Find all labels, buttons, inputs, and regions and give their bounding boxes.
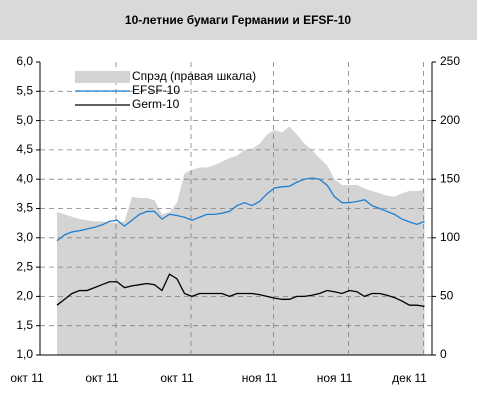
legend-label: EFSF-10 (132, 83, 180, 97)
y-tick-label: 5,0 (16, 113, 33, 127)
x-tick-label: окт 11 (85, 371, 119, 385)
y-tick-label: 2,0 (16, 289, 33, 303)
y-tick-label: 2,5 (16, 259, 33, 273)
legend-label: Спрэд (правая шкала) (132, 69, 256, 83)
y-tick-label: 1,5 (16, 318, 33, 332)
y-tick-label: 4,5 (16, 142, 33, 156)
y2-tick-label: 50 (440, 289, 454, 303)
y2-tick-label: 100 (440, 230, 460, 244)
line-series (56, 177, 425, 242)
chart-title: 10-летние бумаги Германии и EFSF-10 (125, 13, 352, 27)
line-series (56, 273, 425, 308)
x-tick-label: ноя 11 (317, 371, 353, 385)
y2-tick-label: 250 (440, 54, 460, 68)
legend-swatch (75, 71, 130, 83)
y-tick-label: 3,5 (16, 201, 33, 215)
y2-tick-label: 0 (440, 347, 447, 361)
x-tick-label: окт 11 (10, 371, 44, 385)
x-tick-label: дек 11 (392, 371, 427, 385)
y2-tick-label: 200 (440, 113, 460, 127)
title-bar (0, 0, 477, 40)
y-tick-label: 4,0 (16, 171, 33, 185)
x-tick-label: ноя 11 (242, 371, 278, 385)
legend-label: Germ-10 (132, 97, 180, 111)
y-tick-label: 3,0 (16, 230, 33, 244)
y2-tick-label: 150 (440, 171, 460, 185)
x-tick-label: окт 11 (160, 371, 194, 385)
spread-area (57, 126, 425, 356)
y-tick-label: 5,5 (16, 83, 33, 97)
y-tick-label: 1,0 (16, 347, 33, 361)
y-tick-label: 6,0 (16, 54, 33, 68)
